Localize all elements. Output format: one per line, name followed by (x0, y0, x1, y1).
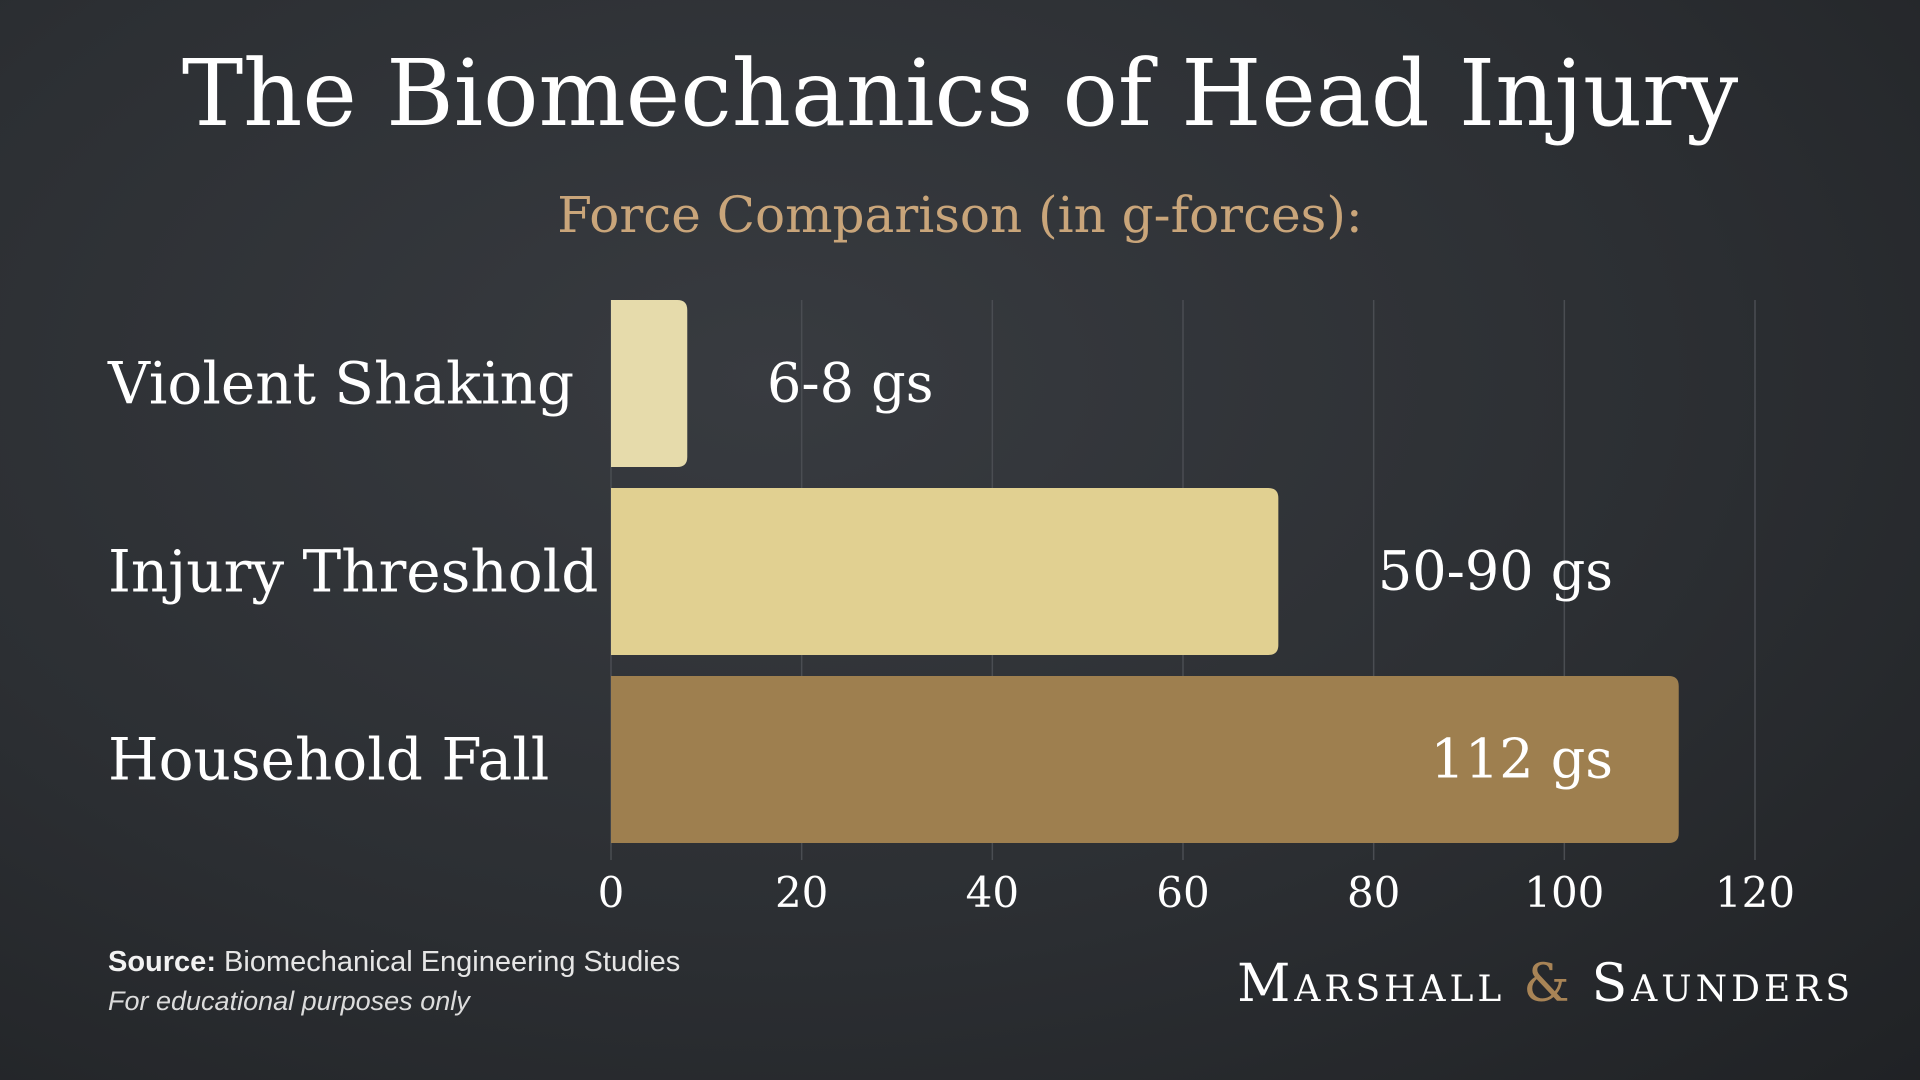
value-label: 6-8 gs (767, 352, 933, 415)
bar (611, 300, 688, 467)
labels: 0 20 40 60 80 100 120 Violent Shaking 6-8 gs Inju… (107, 350, 1795, 918)
category-label: Household Fall (108, 726, 549, 794)
source-text: Biomechanical Engineering Studies (224, 946, 681, 978)
brand-name-right: Saunders (1591, 954, 1854, 1014)
bar (611, 488, 1279, 655)
x-tick-label: 100 (1524, 868, 1604, 917)
disclaimer-note: For educational purposes only (108, 986, 470, 1016)
x-tick-label: 80 (1347, 868, 1400, 917)
chart-title: The Biomechanics of Head Injury (181, 40, 1739, 147)
source-label: Source: (108, 946, 216, 978)
bars (611, 300, 1679, 843)
brand-ampersand: & (1523, 954, 1574, 1014)
x-tick-label: 20 (775, 868, 828, 917)
bar (611, 676, 1679, 843)
chart-subtitle: Force Comparison (in g-forces): (557, 186, 1363, 244)
x-tick-label: 120 (1715, 868, 1795, 917)
value-label: 50-90 gs (1378, 540, 1613, 603)
x-tick-label: 0 (598, 868, 625, 917)
source-line: Source: Biomechanical Engineering Studie… (108, 946, 680, 979)
category-label: Injury Threshold (108, 538, 598, 606)
brand-logo: Marshall & Saunders (1237, 954, 1854, 1014)
value-label: 112 gs (1430, 728, 1613, 791)
brand-name-left: Marshall (1237, 954, 1506, 1014)
category-label: Violent Shaking (107, 350, 574, 418)
x-tick-label: 40 (966, 868, 1019, 917)
x-tick-label: 60 (1156, 868, 1209, 917)
